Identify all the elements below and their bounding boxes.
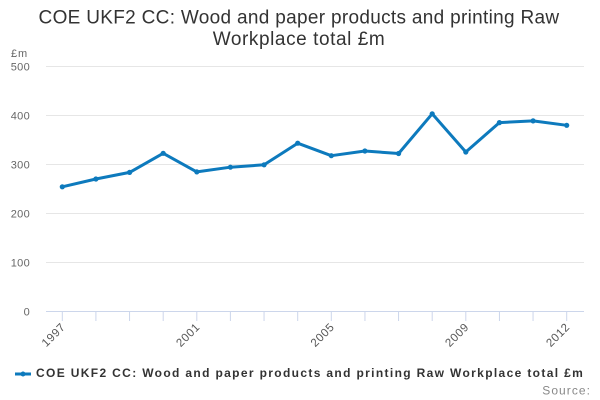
svg-text:COE UKF2 CC: Wood and paper pr: COE UKF2 CC: Wood and paper products and…: [39, 8, 560, 29]
svg-text:300: 300: [11, 160, 30, 172]
svg-text:500: 500: [11, 62, 30, 74]
svg-text:Source:: Source:: [542, 384, 591, 398]
svg-text:£m: £m: [11, 48, 28, 60]
svg-text:Workplace total £m: Workplace total £m: [213, 29, 386, 50]
svg-text:100: 100: [11, 258, 30, 270]
svg-text:0: 0: [24, 307, 30, 319]
svg-text:200: 200: [11, 209, 30, 221]
svg-text:COE UKF2 CC: Wood and paper pr: COE UKF2 CC: Wood and paper products and…: [36, 366, 584, 380]
svg-text:400: 400: [11, 111, 30, 123]
